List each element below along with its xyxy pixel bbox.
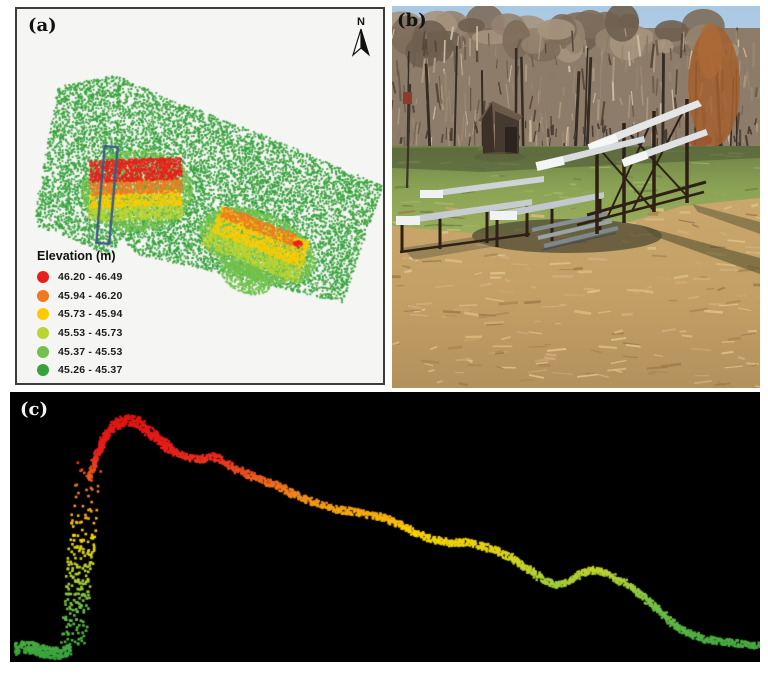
tree-crowns xyxy=(392,6,739,68)
legend-item: 45.53 - 45.73 xyxy=(37,324,122,343)
panel-b-label: (b) xyxy=(397,10,427,31)
point-cloud-map-canvas xyxy=(17,9,383,383)
flag-pole xyxy=(403,83,412,189)
elevation-legend: Elevation (m) 46.20 - 46.49 45.94 - 46.20… xyxy=(37,249,122,380)
legend-color-swatch xyxy=(37,364,49,377)
legend-item: 45.73 - 45.94 xyxy=(37,305,122,324)
legend-item: 45.94 - 46.20 xyxy=(37,287,122,306)
legend-color-swatch xyxy=(37,327,49,340)
north-label: N xyxy=(357,16,365,28)
legend-color-swatch xyxy=(37,345,49,358)
legend-title: Elevation (m) xyxy=(37,249,116,263)
legend-item: 45.37 - 45.53 xyxy=(37,342,122,361)
panel-a-label: (a) xyxy=(28,15,57,36)
profile-canvas xyxy=(10,392,760,662)
legend-color-swatch xyxy=(37,289,49,302)
panel-a-map: (a) N Elevation (m) 46.20 - 46.49 45.94 -… xyxy=(15,7,385,385)
legend-color-swatch xyxy=(37,271,49,284)
panel-c-label: (c) xyxy=(20,399,48,420)
legend-range-label: 45.53 - 45.73 xyxy=(58,327,123,340)
legend-color-swatch xyxy=(37,308,49,321)
bleachers-photo xyxy=(392,6,760,388)
legend-range-label: 45.73 - 45.94 xyxy=(58,308,123,321)
legend-item: 46.20 - 46.49 xyxy=(37,268,122,287)
legend-range-label: 46.20 - 46.49 xyxy=(58,271,123,284)
bleachers xyxy=(396,99,708,254)
legend-items: 46.20 - 46.49 45.94 - 46.20 45.73 - 45.94 4… xyxy=(37,268,122,380)
legend-range-label: 45.26 - 45.37 xyxy=(58,364,123,377)
panel-c-profile: (c) xyxy=(10,392,760,662)
red-autumn-tree-top xyxy=(698,23,722,79)
legend-range-label: 45.94 - 46.20 xyxy=(58,289,123,302)
cabin xyxy=(474,101,526,162)
legend-item: 45.26 - 45.37 xyxy=(37,361,122,380)
legend-range-label: 45.37 - 45.53 xyxy=(58,345,123,358)
north-arrow-icon xyxy=(351,28,370,57)
panel-b-photo: (b) xyxy=(392,6,760,388)
north-arrow: N xyxy=(347,16,375,58)
